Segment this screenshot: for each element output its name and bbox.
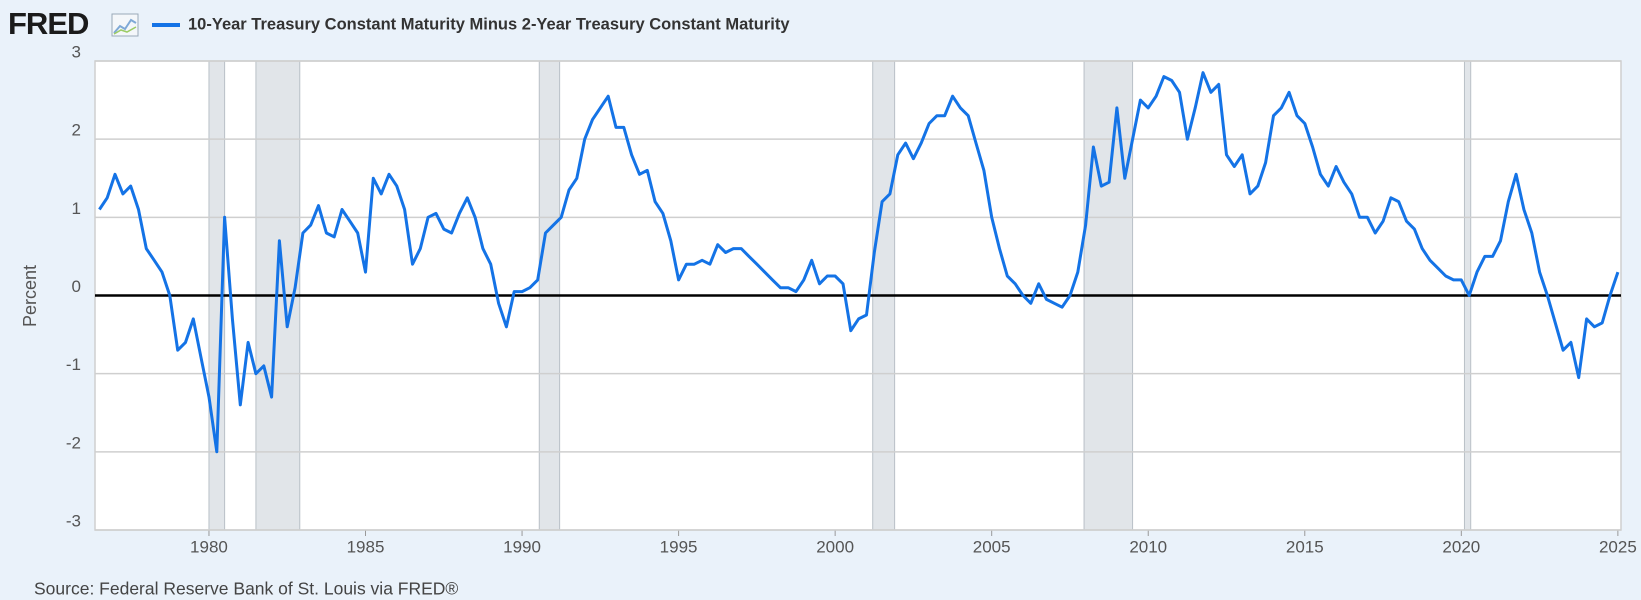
y-tick-label: -2 (66, 433, 81, 452)
x-tick-label: 1980 (190, 537, 228, 556)
source: Source: Federal Reserve Bank of St. Loui… (34, 579, 458, 599)
x-tick-label: 2015 (1286, 537, 1324, 556)
x-tick-label: 1985 (347, 537, 385, 556)
x-tick-label: 2005 (973, 537, 1011, 556)
legend-label: 10-Year Treasury Constant Maturity Minus… (188, 15, 790, 33)
y-tick-label: -1 (66, 355, 81, 374)
y-tick-label: 2 (72, 121, 81, 140)
logo: FRED (8, 6, 89, 41)
logo-icon (111, 13, 139, 37)
x-tick-label: 1990 (503, 537, 541, 556)
x-tick-label: 2010 (1129, 537, 1167, 556)
y-tick-label: 3 (72, 42, 81, 61)
y-tick-label: 1 (72, 199, 81, 218)
series-line (98, 71, 1620, 454)
x-tick-label: 2025 (1599, 537, 1637, 556)
y-axis-label: Percent (20, 265, 40, 327)
x-tick-label: 1995 (660, 537, 698, 556)
y-tick-label: -3 (66, 511, 81, 530)
x-tick-label: 2000 (816, 537, 854, 556)
x-tick-label: 2020 (1442, 537, 1480, 556)
y-tick-label: 0 (72, 277, 81, 296)
